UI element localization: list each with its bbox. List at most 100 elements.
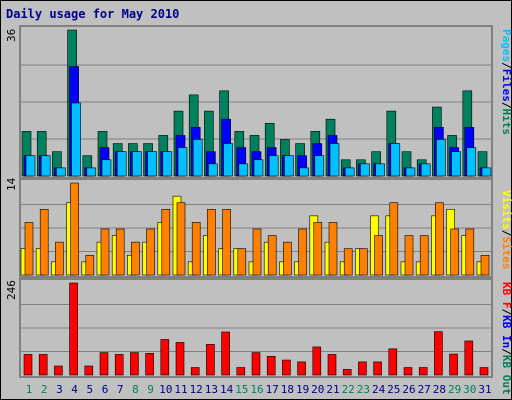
- bar-pages-26: [405, 167, 416, 177]
- bar-sites-29: [450, 228, 459, 276]
- bar-kb-f-4: [69, 282, 78, 376]
- bar-pages-31: [481, 167, 492, 177]
- legend-entry: KB F: [500, 282, 512, 309]
- bar-kb-f-5: [84, 365, 94, 376]
- bar-sites-18: [283, 241, 292, 276]
- bar-kb-f-8: [130, 352, 139, 376]
- bar-pages-7: [116, 151, 127, 177]
- bar-sites-31: [480, 254, 490, 276]
- panel-bottom: 246 KB F/KB In/KB Out: [5, 278, 512, 395]
- bar-sites-12: [191, 222, 201, 276]
- bar-sites-30: [465, 228, 475, 276]
- legend-entry: /: [500, 102, 512, 109]
- bar-sites-7: [115, 228, 125, 276]
- top-legend: Pages/Files/Hits: [500, 29, 512, 135]
- bar-sites-3: [55, 241, 64, 276]
- bar-kb-f-23: [358, 361, 367, 376]
- legend-entry: Sites: [500, 236, 512, 269]
- bar-pages-12: [192, 139, 203, 177]
- bar-pages-20: [314, 155, 325, 177]
- bar-sites-22: [343, 248, 353, 276]
- bar-sites-25: [389, 202, 399, 276]
- bar-pages-17: [268, 155, 279, 177]
- middle-legend: Visits/Sites: [500, 190, 512, 270]
- bar-kb-f-24: [373, 361, 382, 376]
- x-tick-label: 29: [448, 383, 461, 396]
- x-tick-label: 26: [402, 383, 415, 396]
- bar-kb-f-16: [251, 352, 261, 376]
- x-tick-label: 10: [159, 383, 172, 396]
- bar-pages-13: [208, 163, 218, 177]
- bar-kb-f-26: [403, 367, 413, 376]
- bar-kb-f-17: [266, 356, 276, 376]
- x-tick-label: 1: [26, 383, 33, 396]
- bar-kb-f-31: [479, 367, 489, 376]
- bar-sites-27: [419, 235, 429, 276]
- bar-pages-23: [360, 163, 370, 177]
- x-tick-label: 31: [478, 383, 491, 396]
- bar-pages-24: [375, 163, 385, 177]
- bar-pages-19: [299, 167, 309, 177]
- bar-sites-26: [404, 235, 414, 276]
- legend-entry: Visits: [500, 190, 512, 230]
- bar-sites-23: [359, 248, 368, 276]
- x-tick-label: 20: [311, 383, 324, 396]
- bottom-legend: KB F/KB In/KB Out: [500, 282, 512, 395]
- bar-sites-24: [374, 235, 383, 276]
- x-tick-label: 24: [372, 383, 386, 396]
- bar-pages-11: [177, 147, 188, 177]
- bar-kb-f-22: [342, 369, 352, 376]
- bar-sites-2: [39, 208, 49, 276]
- legend-entry: KB Out: [500, 355, 512, 395]
- bar-sites-21: [328, 222, 338, 276]
- x-tick-label: 6: [102, 383, 109, 396]
- middle-bars: [20, 182, 490, 276]
- legend-entry: Pages: [500, 29, 512, 62]
- bottom-bars: [23, 282, 489, 376]
- bar-sites-20: [313, 222, 323, 276]
- x-tick-label: 18: [281, 383, 294, 396]
- x-tick-label: 12: [190, 383, 203, 396]
- bar-pages-16: [253, 159, 264, 177]
- bar-kb-f-14: [221, 331, 230, 376]
- x-tick-label: 14: [220, 383, 234, 396]
- legend-entry: /: [500, 309, 512, 316]
- bottom-ymax-label: 246: [5, 280, 18, 300]
- bar-kb-f-25: [388, 348, 398, 376]
- x-tick-label: 7: [117, 383, 124, 396]
- bar-sites-6: [100, 228, 110, 276]
- bar-kb-f-6: [99, 352, 109, 376]
- top-ymax-label: 36: [5, 29, 18, 42]
- bar-sites-17: [267, 235, 277, 276]
- bar-pages-25: [390, 143, 401, 177]
- bar-kb-f-27: [418, 367, 428, 376]
- x-tick-label: 25: [387, 383, 400, 396]
- middle-ymax-label: 14: [5, 177, 18, 191]
- bar-pages-27: [420, 163, 431, 177]
- bar-sites-11: [176, 202, 186, 276]
- bar-sites-14: [222, 208, 231, 276]
- x-tick-label: 28: [433, 383, 446, 396]
- legend-entry: KB In: [500, 315, 512, 348]
- bar-sites-19: [298, 228, 307, 276]
- bar-pages-14: [223, 143, 233, 177]
- bar-sites-10: [161, 208, 171, 276]
- bar-pages-6: [101, 159, 112, 177]
- bar-kb-f-20: [312, 346, 322, 376]
- bottom-grid: [21, 304, 491, 352]
- x-axis-labels: 1 2 3 4 5 6 7 8 9 10 11 12 13 14 15 16 17 18 19 20 21 22 23 24 2…: [26, 383, 492, 396]
- bar-sites-16: [252, 228, 262, 276]
- x-tick-label: 27: [418, 383, 431, 396]
- bar-kb-f-15: [236, 367, 246, 376]
- x-tick-label: 22: [342, 383, 355, 396]
- bar-kb-f-21: [327, 354, 337, 376]
- x-tick-label: 19: [296, 383, 309, 396]
- x-tick-label: 11: [174, 383, 187, 396]
- x-tick-label: 3: [56, 383, 63, 396]
- bar-kb-f-11: [175, 342, 185, 376]
- legend-entry: Hits: [500, 109, 512, 136]
- bar-kb-f-2: [38, 354, 48, 376]
- x-tick-label: 30: [463, 383, 476, 396]
- bar-pages-15: [238, 163, 249, 177]
